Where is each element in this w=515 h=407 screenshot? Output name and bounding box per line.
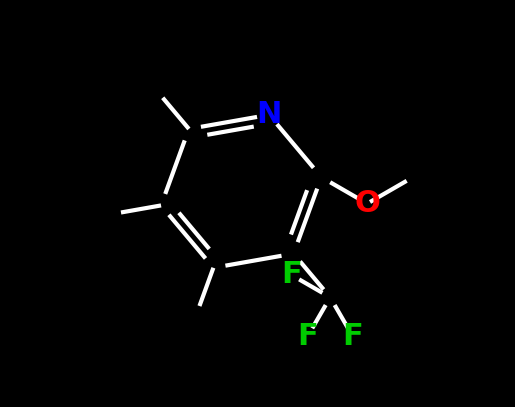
Text: N: N: [256, 100, 282, 129]
Text: F: F: [342, 322, 363, 350]
Text: F: F: [281, 260, 302, 289]
Text: O: O: [354, 189, 380, 218]
Text: F: F: [297, 322, 318, 350]
